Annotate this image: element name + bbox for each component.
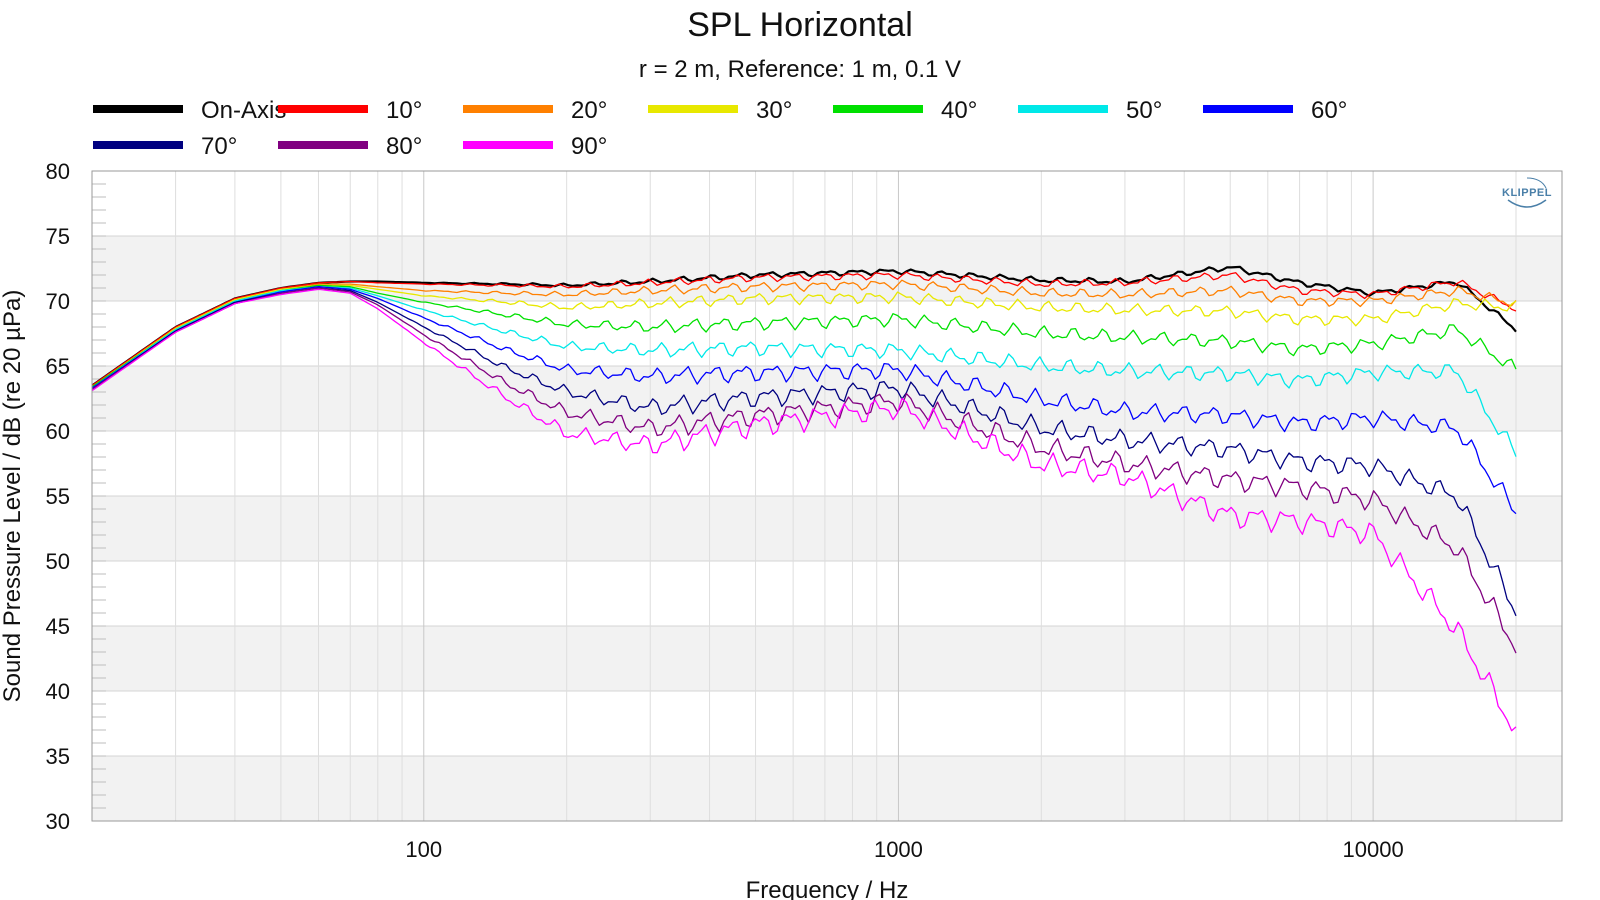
- legend-label: 40°: [941, 97, 977, 124]
- plot-band: [92, 691, 1562, 756]
- series-line-8: [91, 287, 1517, 654]
- legend-label: 60°: [1311, 97, 1347, 124]
- legend-label: 90°: [571, 133, 607, 160]
- legend-label: On-Axis: [201, 97, 286, 124]
- plot-frame: [91, 170, 1563, 822]
- y-tick-label: 80: [46, 159, 70, 184]
- y-tick-label: 70: [46, 289, 70, 314]
- chart-subtitle: r = 2 m, Reference: 1 m, 0.1 V: [639, 56, 961, 83]
- y-tick-label: 45: [46, 614, 70, 639]
- plot-band: [92, 561, 1562, 626]
- x-axis: 100 1000 10000: [405, 837, 1403, 862]
- plot-background: [92, 171, 1562, 821]
- plot-band: [92, 171, 1562, 236]
- series-line-2: [91, 279, 1517, 388]
- legend-label: 20°: [571, 97, 607, 124]
- legend-label: 80°: [386, 133, 422, 160]
- series-line-4: [91, 284, 1517, 388]
- klippel-logo: KLIPPEL: [1502, 177, 1552, 208]
- series-lines: [91, 265, 1517, 732]
- y-tick-label: 30: [46, 809, 70, 834]
- y-tick-label: 35: [46, 744, 70, 769]
- plot-band: [92, 626, 1562, 691]
- plot-band: [92, 496, 1562, 561]
- x-tick-label: 1000: [874, 837, 923, 862]
- plot-band: [92, 301, 1562, 366]
- klippel-logo-text: KLIPPEL: [1502, 187, 1552, 199]
- klippel-logo-swoosh: [1507, 199, 1547, 208]
- y-tick-label: 60: [46, 419, 70, 444]
- series-line-9: [91, 288, 1517, 732]
- series-line-1: [91, 271, 1517, 387]
- y-tick-label: 55: [46, 484, 70, 509]
- chart-title: SPL Horizontal: [687, 6, 913, 44]
- legend-label: 10°: [386, 97, 422, 124]
- y-tick-label: 75: [46, 224, 70, 249]
- x-tick-label: 10000: [1343, 837, 1404, 862]
- plot-band: [92, 431, 1562, 496]
- y-tick-label: 40: [46, 679, 70, 704]
- y-tick-label: 65: [46, 354, 70, 379]
- legend: On-Axis 10° 20° 30° 40° 50° 60° 70° 80° 90°: [93, 97, 1347, 160]
- legend-label: 50°: [1126, 97, 1162, 124]
- x-axis-label: Frequency / Hz: [746, 877, 909, 900]
- y-axis-label: Sound Pressure Level / dB (re 20 µPa): [0, 290, 26, 703]
- klippel-logo-arc: [1526, 177, 1547, 189]
- legend-label: 70°: [201, 133, 237, 160]
- y-axis: 30 35 40 45 50 55 60 65 70 75 80: [46, 159, 70, 834]
- series-line-6: [91, 286, 1517, 515]
- plot-band: [92, 366, 1562, 431]
- y-tick-label: 50: [46, 549, 70, 574]
- legend-label: 30°: [756, 97, 792, 124]
- x-tick-label: 100: [405, 837, 442, 862]
- plot-band: [92, 756, 1562, 821]
